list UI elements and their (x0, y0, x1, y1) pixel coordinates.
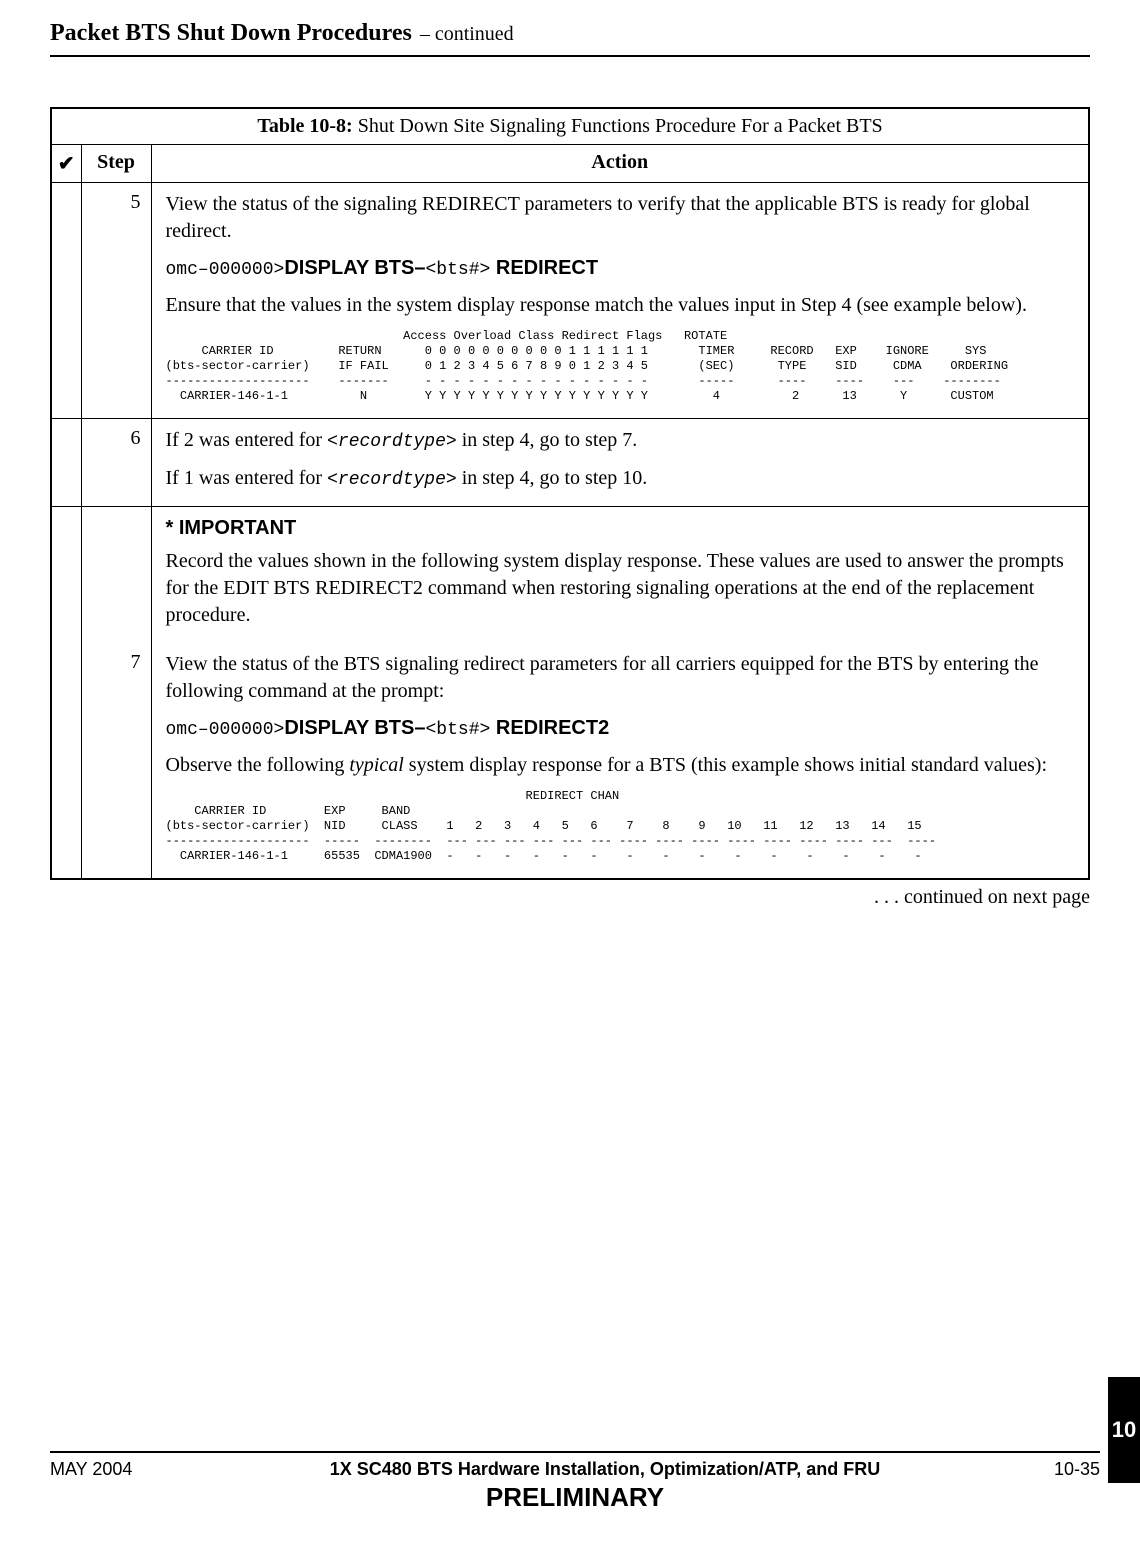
col-header-action: Action (151, 145, 1089, 183)
cmd-keyword: REDIRECT (490, 257, 598, 279)
cmd-prompt: omc–000000> (166, 720, 285, 740)
running-header: Packet BTS Shut Down Procedures – contin… (50, 20, 1090, 47)
cmd-keyword: REDIRECT2 (490, 717, 609, 739)
table-header-row: ✔ Step Action (51, 145, 1089, 183)
check-cell (51, 643, 81, 879)
header-rule (50, 55, 1090, 57)
table-caption: Table 10-8: Shut Down Site Signaling Fun… (51, 108, 1089, 145)
body-text: Ensure that the values in the system dis… (166, 292, 1075, 319)
check-cell (51, 506, 81, 643)
cmd-arg: <bts#> (426, 720, 491, 740)
table-caption-text: Shut Down Site Signaling Functions Proce… (353, 115, 883, 137)
cmd-prompt: omc–000000> (166, 260, 285, 280)
body-text: If 2 was entered for <recordtype> in ste… (166, 427, 1075, 454)
table-row: 5 View the status of the signaling REDIR… (51, 183, 1089, 419)
step-number: 7 (81, 643, 151, 879)
terminal-output: Access Overload Class Redirect Flags ROT… (166, 329, 1075, 404)
table-caption-label: Table 10-8: (257, 115, 352, 137)
cmd-arg: <bts#> (426, 260, 491, 280)
action-cell: View the status of the BTS signaling red… (151, 643, 1089, 879)
header-title: Packet BTS Shut Down Procedures (50, 20, 412, 47)
command-line: omc–000000>DISPLAY BTS–<bts#> REDIRECT2 (166, 715, 1075, 742)
cmd-keyword: DISPLAY BTS– (284, 717, 425, 739)
command-line: omc–000000>DISPLAY BTS–<bts#> REDIRECT (166, 255, 1075, 282)
procedure-table: Table 10-8: Shut Down Site Signaling Fun… (50, 107, 1090, 880)
tab-block (1108, 1377, 1140, 1409)
footer-title: 1X SC480 BTS Hardware Installation, Opti… (190, 1459, 1020, 1480)
body-text: View the status of the signaling REDIREC… (166, 191, 1075, 245)
mono-arg: <recordtype> (327, 470, 457, 490)
step-number: 6 (81, 419, 151, 507)
table-row: 6 If 2 was entered for <recordtype> in s… (51, 419, 1089, 507)
col-header-check: ✔ (51, 145, 81, 183)
chapter-tab: 10 (1108, 1377, 1140, 1483)
important-heading: * IMPORTANT (166, 515, 1075, 542)
italic-word: typical (349, 754, 403, 776)
action-cell: View the status of the signaling REDIREC… (151, 183, 1089, 419)
body-text: If 1 was entered for <recordtype> in ste… (166, 465, 1075, 492)
table-row: 7 View the status of the BTS signaling r… (51, 643, 1089, 879)
footer-rule (50, 1451, 1100, 1453)
check-cell (51, 419, 81, 507)
continued-note: . . . continued on next page (50, 886, 1090, 909)
tab-number: 10 (1108, 1409, 1140, 1451)
preliminary-label: PRELIMINARY (50, 1482, 1100, 1513)
action-cell: If 2 was entered for <recordtype> in ste… (151, 419, 1089, 507)
footer-row: MAY 2004 1X SC480 BTS Hardware Installat… (50, 1459, 1100, 1480)
mono-arg: <recordtype> (327, 432, 457, 452)
page: Packet BTS Shut Down Procedures – contin… (0, 0, 1140, 909)
body-text: Observe the following typical system dis… (166, 752, 1075, 779)
header-continued: – continued (420, 23, 514, 46)
important-text: Record the values shown in the following… (166, 548, 1075, 629)
step-number: 5 (81, 183, 151, 419)
table-row: * IMPORTANT Record the values shown in t… (51, 506, 1089, 643)
body-text: View the status of the BTS signaling red… (166, 651, 1075, 705)
page-footer: MAY 2004 1X SC480 BTS Hardware Installat… (50, 1451, 1100, 1513)
tab-block (1108, 1451, 1140, 1483)
action-cell: * IMPORTANT Record the values shown in t… (151, 506, 1089, 643)
col-header-step: Step (81, 145, 151, 183)
check-cell (51, 183, 81, 419)
terminal-output: REDIRECT CHAN CARRIER ID EXP BAND (bts-s… (166, 789, 1075, 864)
step-cell-empty (81, 506, 151, 643)
cmd-keyword: DISPLAY BTS– (284, 257, 425, 279)
table-caption-row: Table 10-8: Shut Down Site Signaling Fun… (51, 108, 1089, 145)
page-number: 10-35 (1020, 1459, 1100, 1480)
footer-date: MAY 2004 (50, 1459, 190, 1480)
